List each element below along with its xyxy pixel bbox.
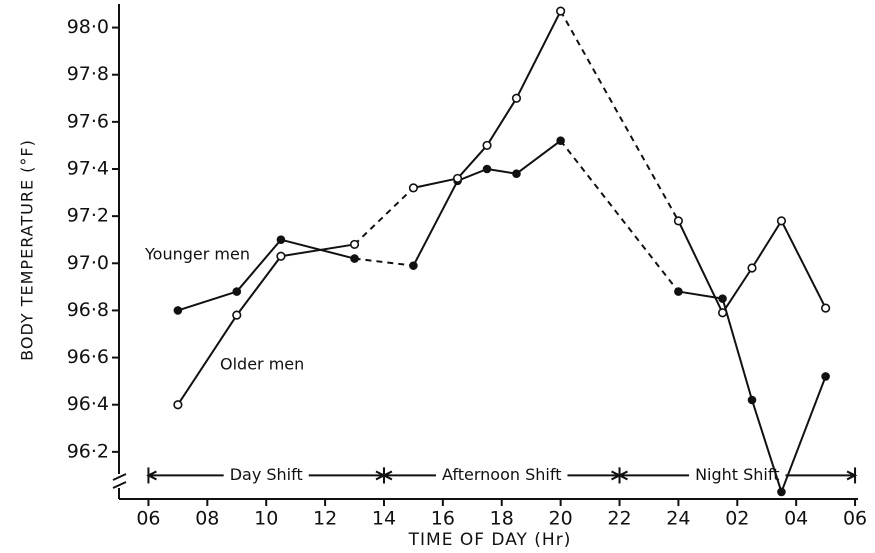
x-tick-label: 10: [254, 508, 278, 530]
point: [717, 308, 728, 318]
point: [408, 183, 419, 193]
point: [232, 287, 242, 296]
line-segment: [412, 180, 459, 267]
point: [821, 303, 831, 313]
line-segment: [721, 298, 753, 401]
line-segment: [353, 187, 415, 246]
line-segment: [177, 314, 238, 406]
point: [173, 400, 183, 410]
x-tick-label: 08: [195, 508, 219, 530]
point: [777, 487, 786, 497]
line-segment: [515, 10, 562, 99]
point: [718, 294, 727, 303]
y-tick-label: 98·0: [67, 16, 109, 38]
shift-arrow: [567, 470, 622, 481]
x-tick-label: 18: [490, 508, 514, 530]
series-label: Older men: [220, 355, 304, 374]
point: [673, 216, 684, 226]
line-segment: [280, 238, 355, 260]
line-segment: [751, 220, 783, 269]
x-tick-label: 20: [549, 508, 573, 530]
shift-arrow: [146, 470, 224, 481]
shift-arrow: [785, 470, 858, 481]
shift-label: Afternoon Shift: [442, 465, 561, 484]
point: [409, 261, 418, 270]
y-tick-label: 97·2: [67, 205, 109, 227]
line-segment: [780, 376, 827, 493]
line-segment: [751, 399, 783, 493]
y-axis-label: BODY TEMPERATURE (°F): [18, 139, 37, 361]
x-axis-label: TIME OF DAY (Hr): [408, 530, 572, 550]
point: [556, 6, 566, 16]
x-tick-label: 04: [784, 508, 808, 530]
x-tick-label: 16: [431, 508, 455, 530]
x-tick-label: 06: [136, 508, 160, 530]
line-segment: [457, 168, 488, 182]
point: [776, 216, 787, 226]
shift-arrow: [381, 470, 437, 481]
line-segment: [677, 220, 724, 314]
line-segment: [721, 267, 753, 314]
x-tick-label: 02: [725, 508, 749, 530]
point: [556, 136, 565, 146]
line-segment: [354, 257, 414, 267]
point: [350, 254, 359, 263]
point: [482, 164, 492, 174]
line-segment: [780, 220, 827, 309]
shift-arrow: [308, 470, 387, 481]
point: [821, 372, 830, 381]
point: [512, 169, 521, 179]
line-segment: [456, 144, 488, 180]
shift-label: Day Shift: [230, 465, 303, 484]
series-label: Younger men: [144, 245, 250, 264]
y-tick-label: 96·8: [67, 299, 109, 321]
x-tick-label: 24: [666, 508, 690, 530]
point: [349, 239, 360, 250]
y-tick-label: 97·4: [67, 158, 109, 180]
x-tick-label: 22: [607, 508, 631, 530]
axis-break: [112, 473, 127, 489]
point: [276, 251, 286, 261]
y-tick-label: 97·8: [67, 63, 109, 85]
point: [747, 263, 757, 273]
line-segment: [486, 97, 518, 146]
line-segment: [236, 239, 282, 293]
shift-label: Night Shift: [695, 465, 779, 484]
shift-arrow: [617, 470, 690, 481]
line-segment: [177, 290, 238, 312]
point: [747, 395, 757, 405]
x-tick-label: 06: [843, 508, 867, 530]
point: [674, 287, 683, 296]
point: [276, 235, 286, 245]
line-segment: [515, 139, 562, 175]
line-segment: [280, 243, 355, 258]
line-segment: [559, 140, 680, 293]
y-tick-label: 96·6: [67, 346, 109, 368]
point: [482, 140, 492, 151]
y-tick-label: 97·0: [67, 252, 109, 274]
y-tick-label: 97·6: [67, 110, 109, 132]
line-segment: [235, 255, 282, 316]
line-segment: [413, 177, 458, 189]
x-tick-label: 14: [372, 508, 396, 530]
point: [232, 310, 242, 320]
line-segment: [559, 10, 680, 222]
y-tick-label: 96·2: [67, 440, 109, 462]
x-tick-label: 12: [313, 508, 337, 530]
point: [511, 93, 522, 103]
y-tick-label: 96·4: [67, 393, 109, 415]
point: [173, 306, 183, 315]
line-segment: [486, 168, 517, 175]
point: [452, 173, 463, 184]
